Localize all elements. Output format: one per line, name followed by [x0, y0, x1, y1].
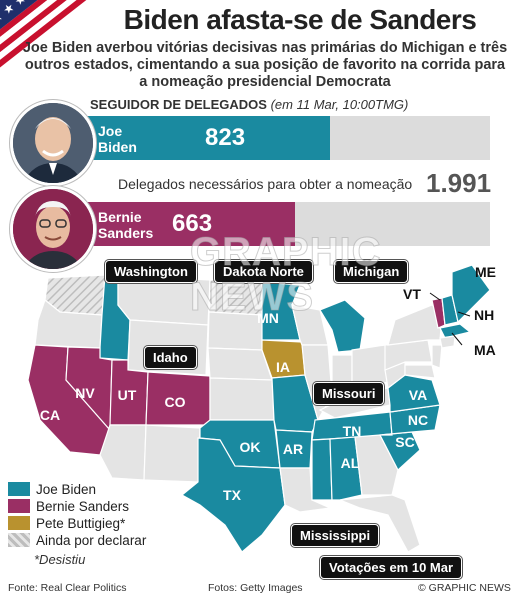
state-md [404, 364, 436, 379]
us-flag-icon: ★ ★ ★ ★ ★ ★ [0, 0, 90, 70]
label-ar: AR [283, 441, 303, 457]
label-tn: TN [343, 423, 362, 439]
state-nd [208, 279, 263, 316]
page-title: Biden afasta-se de Sanders [123, 4, 477, 35]
state-la [279, 467, 333, 513]
state-az [99, 424, 147, 481]
label-ca: CA [40, 407, 60, 423]
sanders-photo [10, 186, 96, 272]
legend-buttigieg: Pete Buttigieg* [8, 516, 125, 531]
legend-sanders: Bernie Sanders [8, 499, 129, 514]
footer-photos: Fotos: Getty Images [208, 582, 303, 594]
footer-credit: © GRAPHIC NEWS [418, 582, 511, 594]
label-vt: VT [403, 286, 421, 302]
tracker-heading: SEGUIDOR DE DELEGADOS (em 11 Mar, 10:00T… [90, 97, 408, 112]
label-ut: UT [118, 387, 137, 403]
callout-dakota: Dakota Norte [214, 260, 313, 283]
tracker-label: SEGUIDOR DE DELEGADOS [90, 97, 267, 112]
label-ma: MA [474, 342, 496, 358]
label-nc: NC [408, 412, 428, 428]
callout-michigan: Michigan [334, 260, 409, 283]
sanders-name: Bernie Sanders [98, 209, 154, 241]
label-al: AL [341, 455, 360, 471]
needed-label: Delegados necessários para obter a nomea… [118, 176, 413, 192]
state-sd [207, 311, 263, 351]
biden-bar-fill [55, 116, 330, 160]
label-mn: MN [257, 310, 279, 326]
state-tx [180, 437, 286, 553]
biden-delegates: 823 [205, 124, 246, 151]
state-ms [311, 438, 333, 501]
legend-biden: Joe Biden [8, 482, 96, 497]
state-ct [439, 335, 456, 349]
callout-mississippi: Mississippi [291, 524, 380, 547]
label-nh: NH [474, 307, 495, 323]
state-ma [439, 323, 472, 339]
label-ia: IA [276, 359, 290, 375]
label-va: VA [409, 387, 427, 403]
callout-idaho: Idaho [144, 346, 197, 369]
tracker-date: (em 11 Mar, 10:00TMG) [270, 97, 409, 112]
biden-photo [10, 100, 96, 186]
label-ok: OK [240, 439, 261, 455]
label-nv: NV [75, 385, 95, 401]
state-me [451, 264, 491, 324]
us-map: CA NV UT CO MN IA OK AR TX TN AL SC NC V… [27, 264, 491, 553]
page-subtitle: Joe Biden averbou vitórias decisivas nas… [22, 40, 508, 90]
callout-missouri: Missouri [313, 382, 385, 405]
state-fl [339, 494, 421, 553]
footer-source: Fonte: Real Clear Politics [8, 582, 127, 594]
legend-undeclared: Ainda por declarar [8, 533, 146, 548]
state-nm [143, 424, 201, 483]
sanders-delegates: 663 [172, 210, 213, 237]
callout-votes: Votações em 10 Mar [320, 556, 463, 579]
state-al [329, 436, 363, 501]
legend-note: *Desistiu [34, 552, 86, 567]
label-sc: SC [395, 434, 414, 450]
state-ks [209, 377, 275, 421]
label-co: CO [165, 394, 186, 410]
state-nj [431, 344, 443, 369]
biden-name: Joe Biden [98, 123, 137, 155]
callout-washington: Washington [105, 260, 197, 283]
label-tx: TX [223, 487, 242, 503]
label-me: ME [475, 264, 496, 280]
needed-value: 1.991 [426, 168, 492, 198]
